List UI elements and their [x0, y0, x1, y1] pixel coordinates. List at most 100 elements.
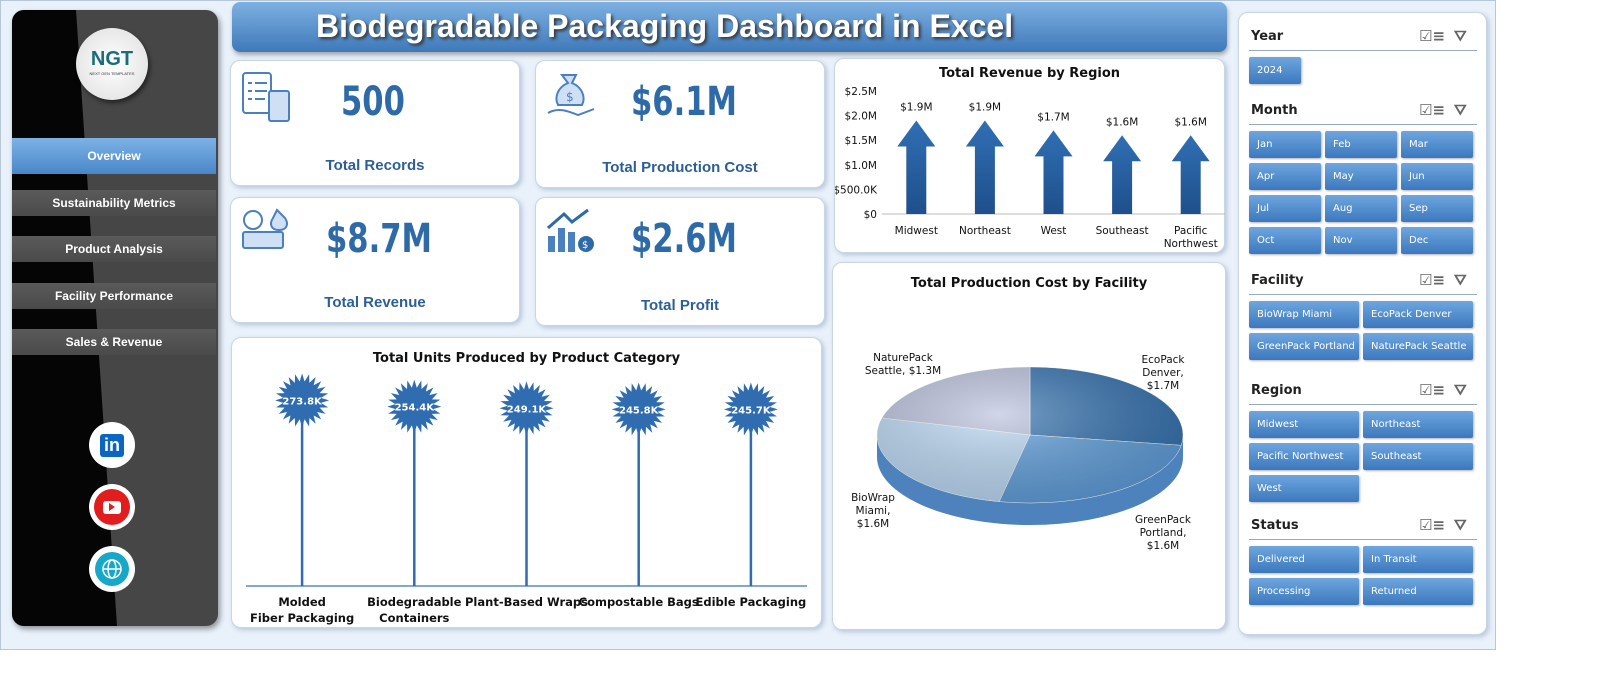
revenue-by-region-chart: Total Revenue by Region $0 $500.0K $1.0M $1… — [834, 58, 1225, 253]
x-tick-label: Molded — [278, 595, 326, 609]
pie-shading — [877, 367, 1183, 503]
bar-arrow — [1171, 135, 1210, 214]
kpi-value: $8.7M — [326, 216, 432, 262]
y-tick-label: $2.5M — [845, 86, 877, 98]
x-tick-label: Containers — [379, 611, 449, 625]
nav-facility-performance[interactable]: Facility Performance — [12, 283, 216, 309]
data-label: 273.8K — [282, 396, 323, 407]
kpi-label: Total Records — [325, 157, 425, 174]
youtube-icon[interactable] — [89, 484, 135, 530]
multi-select-icon[interactable]: ☑≡ — [1419, 27, 1446, 45]
logo: NGT NEXT GEN TEMPLATES — [76, 28, 148, 100]
slicer-item-feb[interactable]: Feb — [1325, 131, 1397, 158]
data-label: $1.9M — [969, 102, 1001, 114]
slicer-item-jun[interactable]: Jun — [1401, 163, 1473, 190]
slicer-header-facility: Facility ☑≡ ⛛ — [1249, 269, 1477, 295]
slicer-item-jan[interactable]: Jan — [1249, 131, 1321, 158]
bar-arrow — [1103, 135, 1142, 214]
clear-filter-icon[interactable]: ⛛ — [1454, 27, 1467, 45]
slicer-item-dec[interactable]: Dec — [1401, 227, 1473, 254]
slicer-item-oct[interactable]: Oct — [1249, 227, 1321, 254]
multi-select-icon[interactable]: ☑≡ — [1419, 381, 1446, 399]
x-tick-label: Midwest — [895, 225, 938, 237]
y-tick-label: $1.5M — [845, 135, 877, 147]
data-label: 249.1K — [507, 404, 548, 415]
slicer-title: Facility — [1251, 273, 1304, 288]
slicer-item-greenpack-portland[interactable]: GreenPack Portland — [1249, 333, 1359, 360]
kpi-value: $2.6M — [631, 216, 737, 262]
y-tick-label: $500.0K — [835, 184, 878, 196]
slicer-item-jul[interactable]: Jul — [1249, 195, 1321, 222]
slicer-item-processing[interactable]: Processing — [1249, 578, 1359, 605]
slicer-item-aug[interactable]: Aug — [1325, 195, 1397, 222]
title-bar: Biodegradable Packaging Dashboard in Exc… — [232, 2, 1227, 52]
slicer-title: Month — [1251, 103, 1298, 118]
slicer-item-apr[interactable]: Apr — [1249, 163, 1321, 190]
clear-filter-icon[interactable]: ⛛ — [1454, 381, 1467, 399]
x-tick-label: Southeast — [1096, 225, 1149, 237]
nav-sustainability-metrics[interactable]: Sustainability Metrics — [12, 190, 216, 216]
slicer-title: Status — [1251, 518, 1299, 533]
slicer-header-region: Region ☑≡ ⛛ — [1249, 379, 1477, 405]
slicer-header-status: Status ☑≡ ⛛ — [1249, 514, 1477, 540]
kpi-card-total-records: 500 Total Records — [230, 60, 520, 186]
data-label: 254.4K — [395, 403, 436, 414]
y-tick-label: $0 — [864, 209, 877, 221]
x-tick-label: Compostable Bags — [579, 595, 699, 609]
globe-icon[interactable] — [89, 546, 135, 592]
x-tick-label: Biodegradable — [367, 595, 461, 609]
nav-overview[interactable]: Overview — [12, 138, 216, 174]
multi-select-icon[interactable]: ☑≡ — [1419, 271, 1446, 289]
kpi-value: 500 — [341, 79, 405, 125]
slicer-title: Year — [1251, 29, 1284, 44]
slicer-item-pacific-northwest[interactable]: Pacific Northwest — [1249, 443, 1359, 470]
slicer-item-biowrap-miami[interactable]: BioWrap Miami — [1249, 301, 1359, 328]
slicer-item-midwest[interactable]: Midwest — [1249, 411, 1359, 438]
chart-title: Total Revenue by Region — [938, 66, 1121, 81]
data-label: BioWrap Miami, $1.6M — [851, 492, 895, 530]
slicer-item-in-transit[interactable]: In Transit — [1363, 546, 1473, 573]
lollipop-star-marker — [387, 379, 442, 434]
lollipop-star-marker — [499, 381, 554, 436]
data-label: $1.6M — [1106, 116, 1138, 128]
x-tick-label: Northeast — [959, 225, 1011, 237]
kpi-value: $6.1M — [631, 79, 737, 125]
slicer-item-delivered[interactable]: Delivered — [1249, 546, 1359, 573]
clear-filter-icon[interactable]: ⛛ — [1454, 101, 1467, 119]
slicer-item-may[interactable]: May — [1325, 163, 1397, 190]
x-tick-label: West — [1041, 225, 1067, 237]
slicer-item-sep[interactable]: Sep — [1401, 195, 1473, 222]
data-label: 245.8K — [619, 405, 660, 416]
lollipop-star-marker — [611, 382, 666, 437]
slicer-item-nov[interactable]: Nov — [1325, 227, 1397, 254]
clear-filter-icon[interactable]: ⛛ — [1454, 271, 1467, 289]
slicer-item-southeast[interactable]: Southeast — [1363, 443, 1473, 470]
slicer-item-2024[interactable]: 2024 — [1249, 57, 1301, 84]
slicer-item-mar[interactable]: Mar — [1401, 131, 1473, 158]
slicer-item-ecopack-denver[interactable]: EcoPack Denver — [1363, 301, 1473, 328]
multi-select-icon[interactable]: ☑≡ — [1419, 101, 1446, 119]
units-by-category-chart: Total Units Produced by Product Category… — [231, 337, 822, 628]
nav-sales-revenue[interactable]: Sales & Revenue — [12, 329, 216, 355]
slicer-item-west[interactable]: West — [1249, 475, 1359, 502]
data-label: 245.7K — [731, 405, 772, 416]
slicer-item-returned[interactable]: Returned — [1363, 578, 1473, 605]
multi-select-icon[interactable]: ☑≡ — [1419, 516, 1446, 534]
bar-arrow — [1034, 130, 1073, 214]
x-tick-label: Fiber Packaging — [250, 611, 354, 625]
chart-title: Total Units Produced by Product Category — [372, 351, 681, 366]
nav-product-analysis[interactable]: Product Analysis — [12, 236, 216, 262]
slicer-item-northeast[interactable]: Northeast — [1363, 411, 1473, 438]
linkedin-icon[interactable]: in — [89, 422, 135, 468]
slicer-item-naturepack-seattle[interactable]: NaturePack Seattle — [1363, 333, 1473, 360]
data-label: NaturePack Seattle, $1.3M — [865, 352, 941, 377]
money-stack-icon — [242, 208, 288, 249]
clear-filter-icon[interactable]: ⛛ — [1454, 516, 1467, 534]
x-tick-label: Edible Packaging — [696, 595, 807, 609]
slicer-title: Region — [1251, 383, 1302, 398]
y-tick-label: $2.0M — [845, 111, 877, 123]
lollipop-star-marker — [275, 373, 330, 428]
kpi-card-total-production-cost: $ $6.1M Total Production Cost — [535, 60, 825, 188]
x-tick-label: Plant-Based Wraps — [465, 595, 588, 609]
y-tick-label: $1.0M — [845, 160, 877, 172]
